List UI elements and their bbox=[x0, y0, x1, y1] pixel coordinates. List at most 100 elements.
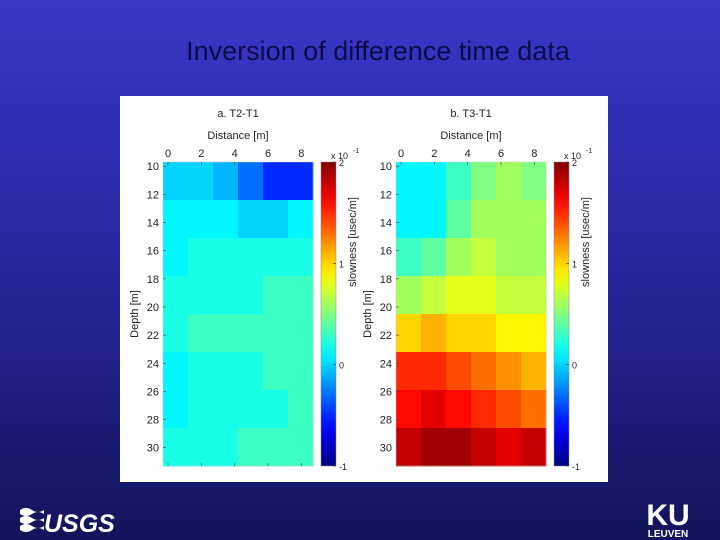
heatmap-cell bbox=[263, 428, 289, 467]
heatmap-cell bbox=[213, 238, 239, 277]
colorbar-tick-label: -1 bbox=[572, 462, 580, 472]
heatmap-cell bbox=[496, 390, 522, 429]
heatmap-cell bbox=[471, 200, 497, 239]
heatmap-cell bbox=[188, 162, 214, 201]
heatmap-cell bbox=[396, 390, 422, 429]
y-tick-label: 12 bbox=[147, 189, 159, 201]
y-tick-label: 26 bbox=[147, 386, 159, 398]
y-tick-label: 26 bbox=[380, 386, 392, 398]
usgs-logo: USGS bbox=[20, 508, 115, 538]
heatmap-cell bbox=[163, 162, 189, 201]
heatmap-cell bbox=[163, 238, 189, 277]
heatmap-cell bbox=[213, 276, 239, 315]
heatmap-cell bbox=[263, 390, 289, 429]
heatmap-cell bbox=[446, 238, 472, 277]
y-tick-label: 22 bbox=[147, 330, 159, 342]
heatmap-cell bbox=[238, 238, 264, 277]
y-tick-label: 10 bbox=[147, 161, 159, 173]
heatmap-cell bbox=[521, 200, 547, 239]
colorbar-tick-label: -1 bbox=[339, 462, 347, 472]
y-tick-label: 24 bbox=[147, 358, 159, 370]
x-tick-label: 8 bbox=[298, 148, 304, 160]
heatmap-cell bbox=[421, 352, 447, 391]
colorbar-tick-label: 2 bbox=[572, 158, 577, 168]
x-tick-label: 6 bbox=[265, 148, 271, 160]
heatmap-cell bbox=[471, 390, 497, 429]
x-tick-label: 2 bbox=[198, 148, 204, 160]
y-tick-label: 14 bbox=[380, 218, 392, 230]
heatmap-cell bbox=[471, 428, 497, 467]
heatmap-cell bbox=[188, 390, 214, 429]
heatmap-cell bbox=[421, 428, 447, 467]
heatmap-cell bbox=[188, 238, 214, 277]
heatmap-cell bbox=[238, 352, 264, 391]
heatmap-cell bbox=[421, 200, 447, 239]
heatmap-cell bbox=[263, 238, 289, 277]
heatmap-cell bbox=[188, 276, 214, 315]
heatmap-cell bbox=[163, 428, 189, 467]
x-tick-label: 8 bbox=[531, 148, 537, 160]
heatmap-cell bbox=[163, 390, 189, 429]
heatmap-cell bbox=[213, 200, 239, 239]
heatmap-cell bbox=[188, 352, 214, 391]
heatmap-cell bbox=[446, 276, 472, 315]
colorbar-label: slowness [usec/m] bbox=[347, 197, 359, 287]
heatmap-cell bbox=[213, 162, 239, 201]
colorbar bbox=[320, 161, 337, 467]
heatmap-cell bbox=[163, 276, 189, 315]
colorbar-tick-label: 1 bbox=[339, 259, 344, 269]
heatmap-cell bbox=[238, 162, 264, 201]
x-tick-label: 0 bbox=[398, 148, 404, 160]
heatmap-cell bbox=[396, 238, 422, 277]
heatmap-cell bbox=[288, 390, 314, 429]
y-tick-label: 24 bbox=[380, 358, 392, 370]
y-axis-label: Depth [m] bbox=[129, 290, 141, 338]
heatmap-cell bbox=[288, 314, 314, 353]
heatmap-cell bbox=[238, 276, 264, 315]
heatmap-cell bbox=[521, 428, 547, 467]
y-tick-label: 12 bbox=[380, 189, 392, 201]
heatmap-cell bbox=[396, 276, 422, 315]
leuven-text: LEUVEN bbox=[648, 529, 689, 540]
heatmap-cell bbox=[446, 200, 472, 239]
heatmap-cell bbox=[471, 314, 497, 353]
colorbar-tick-label: 1 bbox=[572, 259, 577, 269]
y-tick-label: 30 bbox=[147, 443, 159, 455]
heatmap-cell bbox=[238, 200, 264, 239]
y-tick-label: 14 bbox=[147, 218, 159, 230]
colorbar-scale: x 10 bbox=[564, 151, 581, 161]
heatmap-cell bbox=[238, 390, 264, 429]
heatmap-cell bbox=[288, 352, 314, 391]
x-tick-label: 4 bbox=[232, 148, 238, 160]
colorbar-tick-label: 0 bbox=[339, 361, 344, 371]
usgs-text: USGS bbox=[44, 510, 115, 538]
plot-frame bbox=[395, 161, 547, 467]
heatmap-cell bbox=[163, 314, 189, 353]
colorbar-exponent: -1 bbox=[586, 148, 592, 155]
y-tick-label: 28 bbox=[380, 415, 392, 427]
heatmap-cell bbox=[471, 162, 497, 201]
heatmap-cell bbox=[496, 238, 522, 277]
heatmap-cell bbox=[288, 200, 314, 239]
heatmap-cell bbox=[213, 352, 239, 391]
slide-title: Inversion of difference time data bbox=[186, 36, 571, 66]
heatmap-cell bbox=[213, 428, 239, 467]
colorbar-label: slowness [usec/m] bbox=[580, 197, 592, 287]
x-tick-label: 6 bbox=[498, 148, 504, 160]
heatmap-cell bbox=[521, 162, 547, 201]
heatmap-cell bbox=[263, 200, 289, 239]
heatmap-cell bbox=[496, 428, 522, 467]
x-axis-label: Distance [m] bbox=[207, 130, 268, 142]
y-tick-label: 20 bbox=[147, 302, 159, 314]
y-tick-label: 20 bbox=[380, 302, 392, 314]
heatmap-cell bbox=[496, 200, 522, 239]
heatmap-cell bbox=[421, 314, 447, 353]
heatmap-cell bbox=[396, 162, 422, 201]
heatmap-cell bbox=[188, 200, 214, 239]
y-tick-label: 22 bbox=[380, 330, 392, 342]
heatmap-cell bbox=[521, 276, 547, 315]
y-tick-label: 16 bbox=[380, 246, 392, 258]
y-axis-label: Depth [m] bbox=[362, 290, 374, 338]
heatmap-cell bbox=[396, 314, 422, 353]
heatmap-cell bbox=[238, 428, 264, 467]
